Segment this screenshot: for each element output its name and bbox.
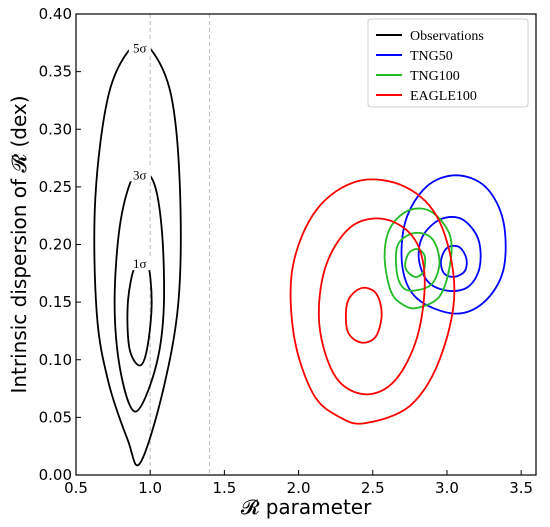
y-tick-label: 0.35 (39, 63, 72, 81)
y-tick-label: 0.20 (39, 236, 72, 254)
series-tng100 (383, 207, 453, 310)
contour-tng100-outer (383, 207, 453, 310)
contour-label-3σ: 3σ (133, 167, 147, 182)
x-tick-label: 2.0 (287, 479, 311, 497)
contour-eagle100-mid (317, 217, 426, 396)
contour-tng50-inner (439, 244, 468, 278)
legend-label-observations: Observations (410, 29, 484, 44)
y-tick-label: 0.15 (39, 293, 72, 311)
contour-label-1σ: 1σ (133, 256, 147, 271)
contour-eagle100-outer (289, 178, 456, 425)
x-tick-label: 3.5 (509, 479, 533, 497)
contour-labels: 1σ 3σ 5σ (128, 40, 151, 271)
x-tick-label: 0.5 (64, 479, 88, 497)
y-axis-ticks: 0.00 0.05 0.10 0.15 0.20 0.25 0.30 0.35 0.40 (39, 5, 81, 484)
x-axis-ticks: 0.5 1.0 1.5 2.0 2.5 3.0 3.5 (64, 470, 533, 497)
x-tick-label: 1.0 (138, 479, 162, 497)
series-eagle100 (289, 178, 456, 425)
contour-label-bg (128, 40, 151, 55)
y-tick-label: 0.10 (39, 351, 72, 369)
y-tick-label: 0.05 (39, 408, 72, 426)
contour-label-bg (128, 256, 151, 271)
contour-tng100-mid (394, 231, 441, 292)
contour-observations-5σ (93, 40, 182, 467)
y-axis-label: Intrinsic dispersion of 𝓡 (dex) (7, 95, 31, 393)
contour-label-5σ: 5σ (133, 41, 147, 56)
legend-box (367, 18, 529, 108)
legend-label-eagle100: EAGLE100 (410, 89, 477, 104)
y-tick-label: 0.40 (39, 5, 72, 23)
contour-tng50-mid (417, 216, 482, 292)
y-tick-label: 0.30 (39, 120, 72, 138)
y-tick-label: 0.00 (39, 466, 72, 484)
legend: Observations TNG50 TNG100 EAGLE100 (367, 18, 529, 108)
legend-label-tng100: TNG100 (410, 69, 460, 84)
contour-observations-1σ (126, 257, 153, 367)
contour-label-bg (128, 167, 151, 182)
x-tick-label: 2.5 (361, 479, 385, 497)
x-tick-label: 3.0 (435, 479, 459, 497)
x-axis-label: 𝓡 parameter (241, 495, 372, 519)
contour-tng50-outer (400, 174, 507, 315)
contour-observations-3σ (113, 169, 165, 413)
series-observations (93, 40, 182, 467)
legend-label-tng50: TNG50 (410, 49, 453, 64)
contour-eagle100-inner (344, 286, 383, 344)
y-tick-label: 0.25 (39, 178, 72, 196)
x-tick-label: 1.5 (212, 479, 236, 497)
series-tng50 (400, 174, 507, 315)
contour-tng100-inner (404, 248, 427, 278)
